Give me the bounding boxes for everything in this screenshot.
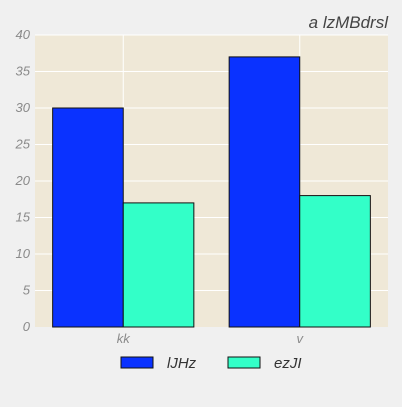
y-tick-label: 35 bbox=[16, 64, 31, 79]
bar bbox=[299, 195, 371, 328]
legend-swatch bbox=[227, 356, 261, 369]
y-tick-label: 5 bbox=[23, 283, 31, 298]
bar bbox=[52, 107, 124, 328]
legend-swatch bbox=[120, 356, 154, 369]
y-tick-label: 25 bbox=[15, 137, 31, 152]
chart-title: a lzMBdrsl bbox=[309, 13, 390, 32]
legend-label: lJHz bbox=[167, 355, 197, 372]
y-tick-label: 15 bbox=[16, 210, 31, 225]
x-tick-label: v bbox=[297, 331, 305, 346]
bar bbox=[122, 202, 195, 328]
y-tick-label: 10 bbox=[16, 246, 31, 261]
y-tick-label: 0 bbox=[23, 319, 31, 334]
legend-label: ezJI bbox=[274, 355, 302, 372]
x-tick-label: kk bbox=[117, 331, 132, 346]
y-tick-label: 20 bbox=[15, 173, 31, 188]
y-tick-label: 40 bbox=[16, 27, 31, 42]
bar bbox=[228, 56, 301, 328]
y-tick-label: 30 bbox=[16, 100, 31, 115]
